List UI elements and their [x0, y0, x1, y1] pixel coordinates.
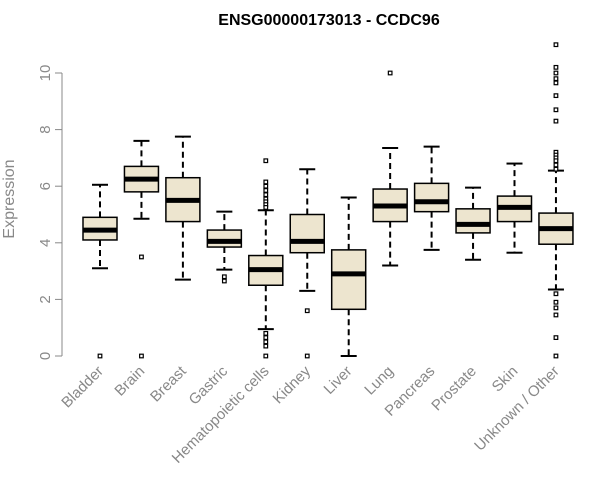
box-group: [82, 183, 118, 359]
box-group: [372, 70, 408, 267]
box-group: [206, 210, 243, 284]
y-tick-label: 4: [37, 239, 54, 247]
box-group: [496, 162, 533, 254]
outlier-point: [263, 339, 269, 345]
x-category-label: Breast: [147, 362, 190, 405]
x-category-label: Prostate: [428, 363, 480, 415]
outlier-point: [263, 335, 269, 341]
outlier-point: [221, 278, 227, 284]
outlier-point: [263, 179, 269, 185]
outlier-point: [221, 274, 227, 280]
box-group: [289, 168, 325, 359]
x-category-label: Lung: [361, 363, 397, 399]
y-axis-label: Expression: [1, 159, 18, 238]
outlier-point: [263, 343, 269, 349]
box-group: [413, 145, 450, 251]
box-group: [248, 158, 284, 359]
outlier-point: [553, 166, 559, 172]
box: [330, 249, 367, 311]
outlier-point: [263, 158, 269, 164]
outlier-point: [553, 158, 559, 164]
x-category-label: Kidney: [270, 362, 315, 407]
outlier-point: [97, 353, 103, 359]
outlier-point: [553, 162, 559, 168]
outlier-point: [139, 353, 144, 359]
outlier-point: [263, 183, 269, 189]
outlier-point: [553, 312, 559, 318]
outlier-point: [304, 308, 310, 314]
y-axis: 0 2 4 6 8 10: [37, 65, 63, 360]
outlier-point: [553, 305, 559, 311]
outlier-point: [553, 291, 559, 297]
outlier-point: [304, 353, 310, 359]
outlier-point: [263, 330, 269, 336]
y-tick-label: 6: [37, 182, 54, 190]
y-tick-label: 0: [37, 352, 54, 360]
box: [413, 182, 450, 213]
x-category-label: Skin: [489, 363, 522, 396]
outlier-point: [263, 353, 269, 359]
outlier-point: [553, 353, 559, 359]
outlier-point: [553, 93, 559, 99]
y-tick-label: 10: [37, 65, 54, 82]
outlier-point: [263, 188, 269, 193]
x-category-label: Brain: [111, 363, 148, 400]
y-tick-label: 8: [37, 125, 54, 133]
outlier-point: [553, 70, 559, 76]
outlier-point: [553, 299, 559, 305]
outlier-point: [263, 192, 269, 198]
outlier-point: [263, 205, 269, 210]
boxes-layer: [82, 42, 574, 359]
chart-title: ENSG00000173013 - CCDC96: [218, 12, 440, 29]
outlier-point: [139, 254, 144, 260]
outlier-point: [553, 64, 559, 70]
x-category-label: Liver: [321, 363, 356, 398]
box: [289, 213, 325, 254]
outlier-point: [553, 118, 559, 124]
box: [455, 208, 491, 234]
box-group: [538, 42, 574, 359]
outlier-point: [553, 335, 559, 341]
outlier-point: [553, 76, 559, 82]
box-group: [123, 139, 160, 359]
outlier-point: [553, 107, 559, 113]
x-category-label: Bladder: [58, 363, 107, 412]
box-group: [330, 196, 367, 357]
outlier-point: [553, 42, 559, 48]
outlier-point: [553, 80, 559, 86]
outlier-point: [387, 70, 393, 76]
box-group: [455, 186, 491, 261]
y-tick-label: 2: [37, 295, 54, 303]
box: [206, 229, 243, 248]
box-group: [165, 135, 201, 281]
